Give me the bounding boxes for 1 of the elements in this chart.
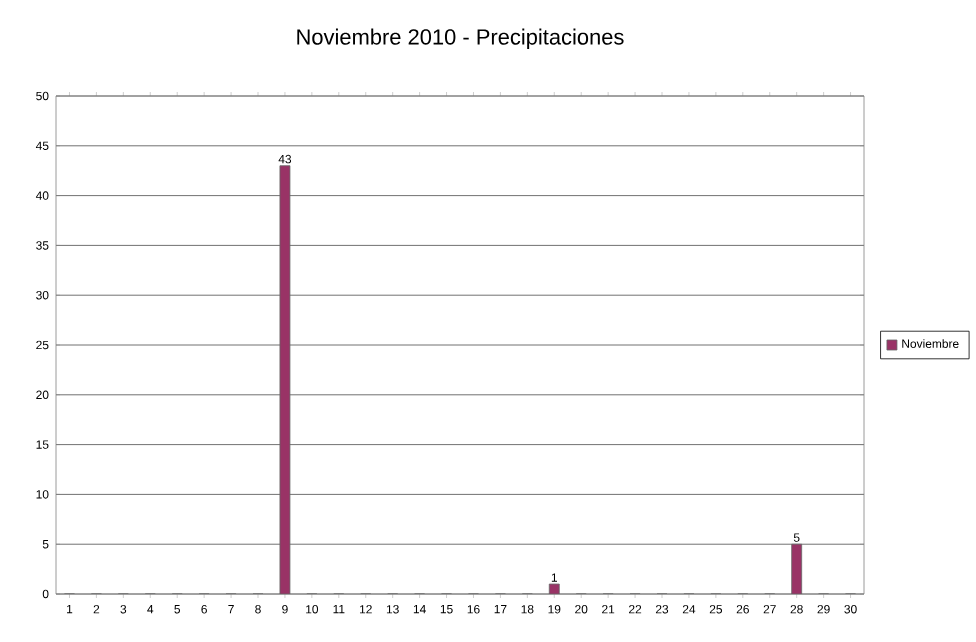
chart-title: Noviembre 2010 - Precipitaciones (297, 28, 624, 49)
